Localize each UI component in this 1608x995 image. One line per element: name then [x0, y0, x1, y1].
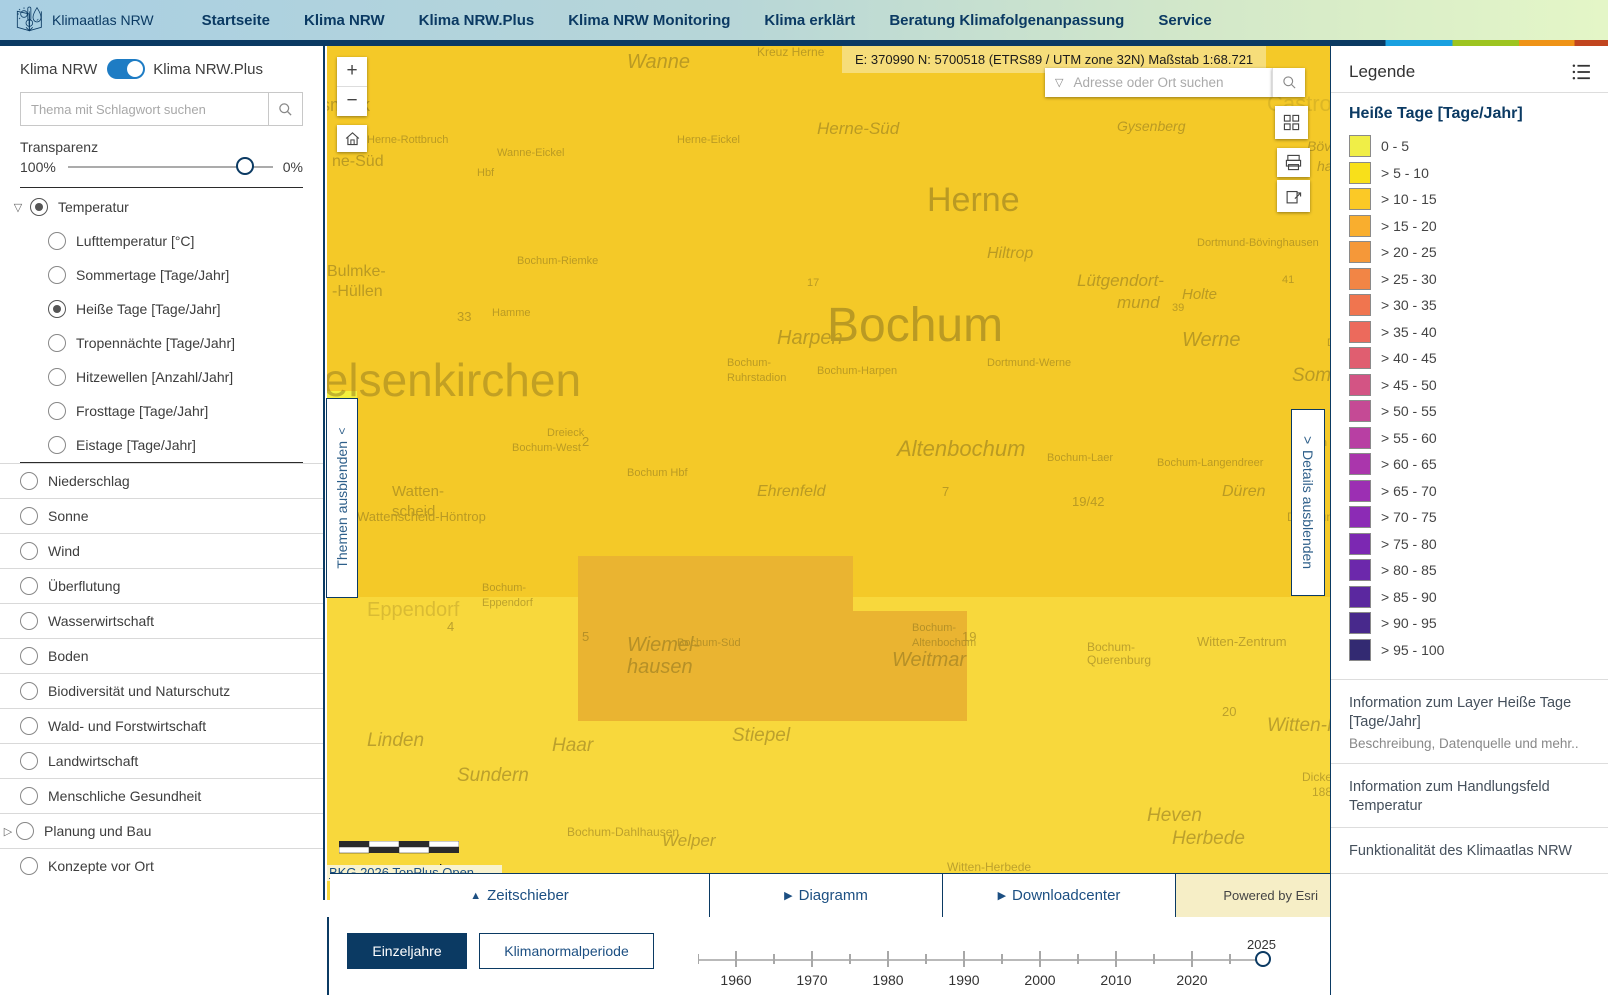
- svg-text:Herne: Herne: [927, 181, 1020, 219]
- svg-text:Bochum-Riemke: Bochum-Riemke: [517, 255, 598, 267]
- svg-text:Bochum-: Bochum-: [1087, 640, 1135, 654]
- svg-text:Haar: Haar: [552, 735, 594, 756]
- svg-text:Witten-Zentrum: Witten-Zentrum: [1197, 634, 1287, 649]
- svg-text:Dicker Berg: Dicker Berg: [1302, 770, 1330, 784]
- svg-text:4: 4: [447, 619, 454, 634]
- svg-text:Düren: Düren: [1222, 483, 1266, 500]
- svg-text:7: 7: [942, 484, 949, 499]
- svg-text:Querenburg: Querenburg: [1087, 653, 1151, 667]
- svg-text:Bochum: Bochum: [827, 299, 1003, 352]
- svg-text:Holte: Holte: [1182, 286, 1217, 303]
- svg-text:Eppendorf: Eppendorf: [482, 597, 534, 609]
- svg-text:scheid: scheid: [392, 503, 435, 520]
- svg-text:Herne-Süd: Herne-Süd: [817, 119, 900, 138]
- svg-text:Welper: Welper: [662, 831, 717, 850]
- svg-text:Lütgendort-: Lütgendort-: [1077, 271, 1164, 290]
- svg-text:1980: 1980: [872, 972, 903, 988]
- svg-text:Sundern: Sundern: [457, 765, 529, 786]
- svg-text:Kreuz Herne: Kreuz Herne: [757, 46, 825, 59]
- svg-text:hausen: hausen: [627, 656, 693, 678]
- svg-text:Weitmar: Weitmar: [892, 649, 967, 671]
- svg-text:Bochum Hbf: Bochum Hbf: [627, 467, 688, 479]
- svg-text:Dortmund-Bövinghausen: Dortmund-Bövinghausen: [1197, 237, 1319, 249]
- svg-text:Bochum-: Bochum-: [912, 622, 956, 634]
- svg-text:19/42: 19/42: [1072, 494, 1105, 509]
- svg-text:Herne-Rottbruch: Herne-Rottbruch: [367, 134, 448, 146]
- svg-text:-Hüllen: -Hüllen: [332, 283, 383, 300]
- svg-text:Witten-Heven: Witten-Heven: [1267, 715, 1330, 736]
- svg-text:Heven: Heven: [1147, 805, 1202, 826]
- svg-text:1990: 1990: [948, 972, 979, 988]
- svg-text:Ehrenfeld: Ehrenfeld: [757, 483, 827, 500]
- svg-text:33: 33: [457, 309, 471, 324]
- svg-text:Wanne-Eickel: Wanne-Eickel: [497, 147, 564, 159]
- svg-text:Dortmund-Werne: Dortmund-Werne: [987, 357, 1071, 369]
- svg-text:Böving-: Böving-: [1307, 138, 1330, 154]
- svg-text:hausen: hausen: [1317, 158, 1330, 174]
- svg-text:Bochum-Süd: Bochum-Süd: [677, 637, 741, 649]
- svg-text:41: 41: [1282, 274, 1294, 286]
- svg-text:188: 188: [1312, 785, 1330, 799]
- svg-text:Linden: Linden: [367, 730, 424, 751]
- svg-text:Stiepel: Stiepel: [732, 725, 791, 746]
- svg-text:mund: mund: [1117, 293, 1160, 312]
- svg-text:Bochum-Harpen: Bochum-Harpen: [817, 365, 897, 377]
- svg-text:Bochum-West: Bochum-West: [512, 442, 581, 454]
- svg-text:Wanne: Wanne: [627, 51, 690, 73]
- svg-text:Bulmke-: Bulmke-: [327, 263, 386, 280]
- svg-text:Altenbochum: Altenbochum: [895, 436, 1025, 461]
- svg-text:Hamme: Hamme: [492, 307, 531, 319]
- svg-text:Gelsenkirchen: Gelsenkirchen: [327, 354, 581, 406]
- svg-text:Bochum-: Bochum-: [482, 582, 526, 594]
- svg-text:Eppendorf: Eppendorf: [367, 599, 460, 621]
- svg-text:Hbf: Hbf: [477, 167, 495, 179]
- svg-text:5: 5: [582, 629, 589, 644]
- svg-text:20: 20: [1222, 704, 1236, 719]
- svg-text:2010: 2010: [1100, 972, 1131, 988]
- svg-text:Bochum-Laer: Bochum-Laer: [1047, 452, 1113, 464]
- svg-text:Harpen: Harpen: [777, 327, 843, 349]
- svg-text:Werne: Werne: [1182, 329, 1241, 351]
- svg-text:ne-Süd: ne-Süd: [332, 153, 384, 170]
- svg-text:Somborn: Somborn: [1292, 365, 1330, 386]
- svg-text:2020: 2020: [1176, 972, 1207, 988]
- svg-text:Dreieck: Dreieck: [547, 427, 585, 439]
- svg-text:Witten-Herbede: Witten-Herbede: [947, 860, 1031, 874]
- svg-text:17: 17: [807, 277, 819, 289]
- svg-text:39: 39: [1172, 302, 1184, 314]
- svg-text:2: 2: [582, 434, 589, 449]
- svg-text:1960: 1960: [720, 972, 751, 988]
- svg-text:Bochum-Langendreer: Bochum-Langendreer: [1157, 457, 1264, 469]
- svg-text:Watten-: Watten-: [392, 483, 444, 500]
- svg-text:Herbede: Herbede: [1172, 828, 1245, 849]
- svg-text:19: 19: [962, 629, 976, 644]
- svg-text:1970: 1970: [796, 972, 827, 988]
- svg-text:Gysenberg: Gysenberg: [1117, 118, 1186, 134]
- svg-text:Bochum-: Bochum-: [727, 357, 771, 369]
- svg-text:Hiltrop: Hiltrop: [987, 245, 1033, 262]
- svg-text:2000: 2000: [1024, 972, 1055, 988]
- svg-text:Ruhrstadion: Ruhrstadion: [727, 372, 786, 384]
- svg-text:Herne-Eickel: Herne-Eickel: [677, 134, 740, 146]
